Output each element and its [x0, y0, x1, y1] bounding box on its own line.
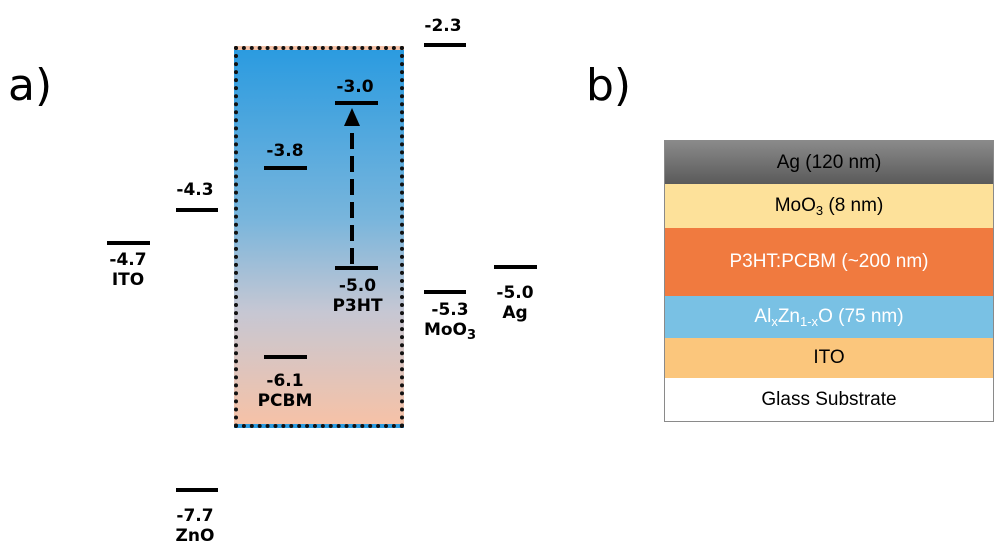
- p3ht-bottom-level: [335, 266, 378, 270]
- layer-moo3-label: MoO3 (8 nm): [774, 195, 884, 218]
- moo3-top-value: -2.3: [424, 16, 462, 36]
- zno-bottom-level: [176, 488, 218, 492]
- layer-azo-label: AlxZn1-xO (75 nm): [754, 306, 904, 329]
- ito-value: -4.7: [109, 250, 147, 270]
- ito-name: ITO: [111, 270, 145, 290]
- p3ht-top-value: -3.0: [336, 77, 374, 97]
- layer-moo3: MoO3 (8 nm): [664, 184, 994, 228]
- moo3-bottom-value: -5.3: [431, 300, 469, 320]
- zno-name: ZnO: [175, 526, 215, 546]
- layer-active-label: P3HT:PCBM (~200 nm): [729, 251, 929, 272]
- moo3-top-level: [424, 43, 466, 47]
- ag-name: Ag: [502, 303, 528, 323]
- panel-b-label: b): [586, 60, 632, 111]
- moo3-name-main: MoO: [423, 320, 467, 340]
- pcbm-top-value: -3.8: [266, 141, 304, 161]
- layer-ag: Ag (120 nm): [664, 140, 994, 184]
- pcbm-bottom-label: -6.1 PCBM: [250, 371, 320, 411]
- layer-azo: AlxZn1-xO (75 nm): [664, 296, 994, 338]
- ag-value: -5.0: [496, 283, 534, 303]
- active-layer-box: [234, 46, 404, 428]
- panel-a-label: a): [8, 60, 53, 111]
- p3ht-top-level: [335, 101, 378, 105]
- pcbm-top-level: [264, 166, 307, 170]
- zno-bottom-label: -7.7 ZnO: [170, 506, 220, 546]
- zno-bottom-value: -7.7: [176, 506, 214, 526]
- layer-ag-label: Ag (120 nm): [776, 151, 882, 173]
- layer-glass-label: Glass Substrate: [761, 388, 897, 410]
- moo3-bottom-level: [424, 290, 466, 294]
- zno-top-value: -4.3: [176, 180, 214, 200]
- layer-glass: Glass Substrate: [664, 378, 994, 422]
- layer-ito-label: ITO: [813, 347, 845, 368]
- ito-level: [107, 241, 150, 245]
- pcbm-name: PCBM: [257, 391, 313, 411]
- p3ht-name: P3HT: [332, 296, 383, 316]
- layer-ito: ITO: [664, 338, 994, 378]
- ag-level: [494, 265, 537, 269]
- moo3-name: MoO3: [415, 320, 485, 343]
- device-stack: Ag (120 nm) MoO3 (8 nm) P3HT:PCBM (~200 …: [664, 140, 994, 422]
- pcbm-bottom-level: [264, 355, 307, 359]
- p3ht-bottom-label: -5.0 P3HT: [325, 276, 390, 316]
- p3ht-bottom-value: -5.0: [338, 276, 377, 296]
- ag-label: -5.0 Ag: [490, 283, 540, 323]
- zno-top-level: [176, 208, 218, 212]
- pcbm-bottom-value: -6.1: [266, 371, 304, 391]
- moo3-name-sub: 3: [467, 328, 477, 343]
- layer-active: P3HT:PCBM (~200 nm): [664, 228, 994, 296]
- ito-label: -4.7 ITO: [103, 250, 153, 290]
- moo3-bottom-label: -5.3 MoO3: [415, 300, 485, 343]
